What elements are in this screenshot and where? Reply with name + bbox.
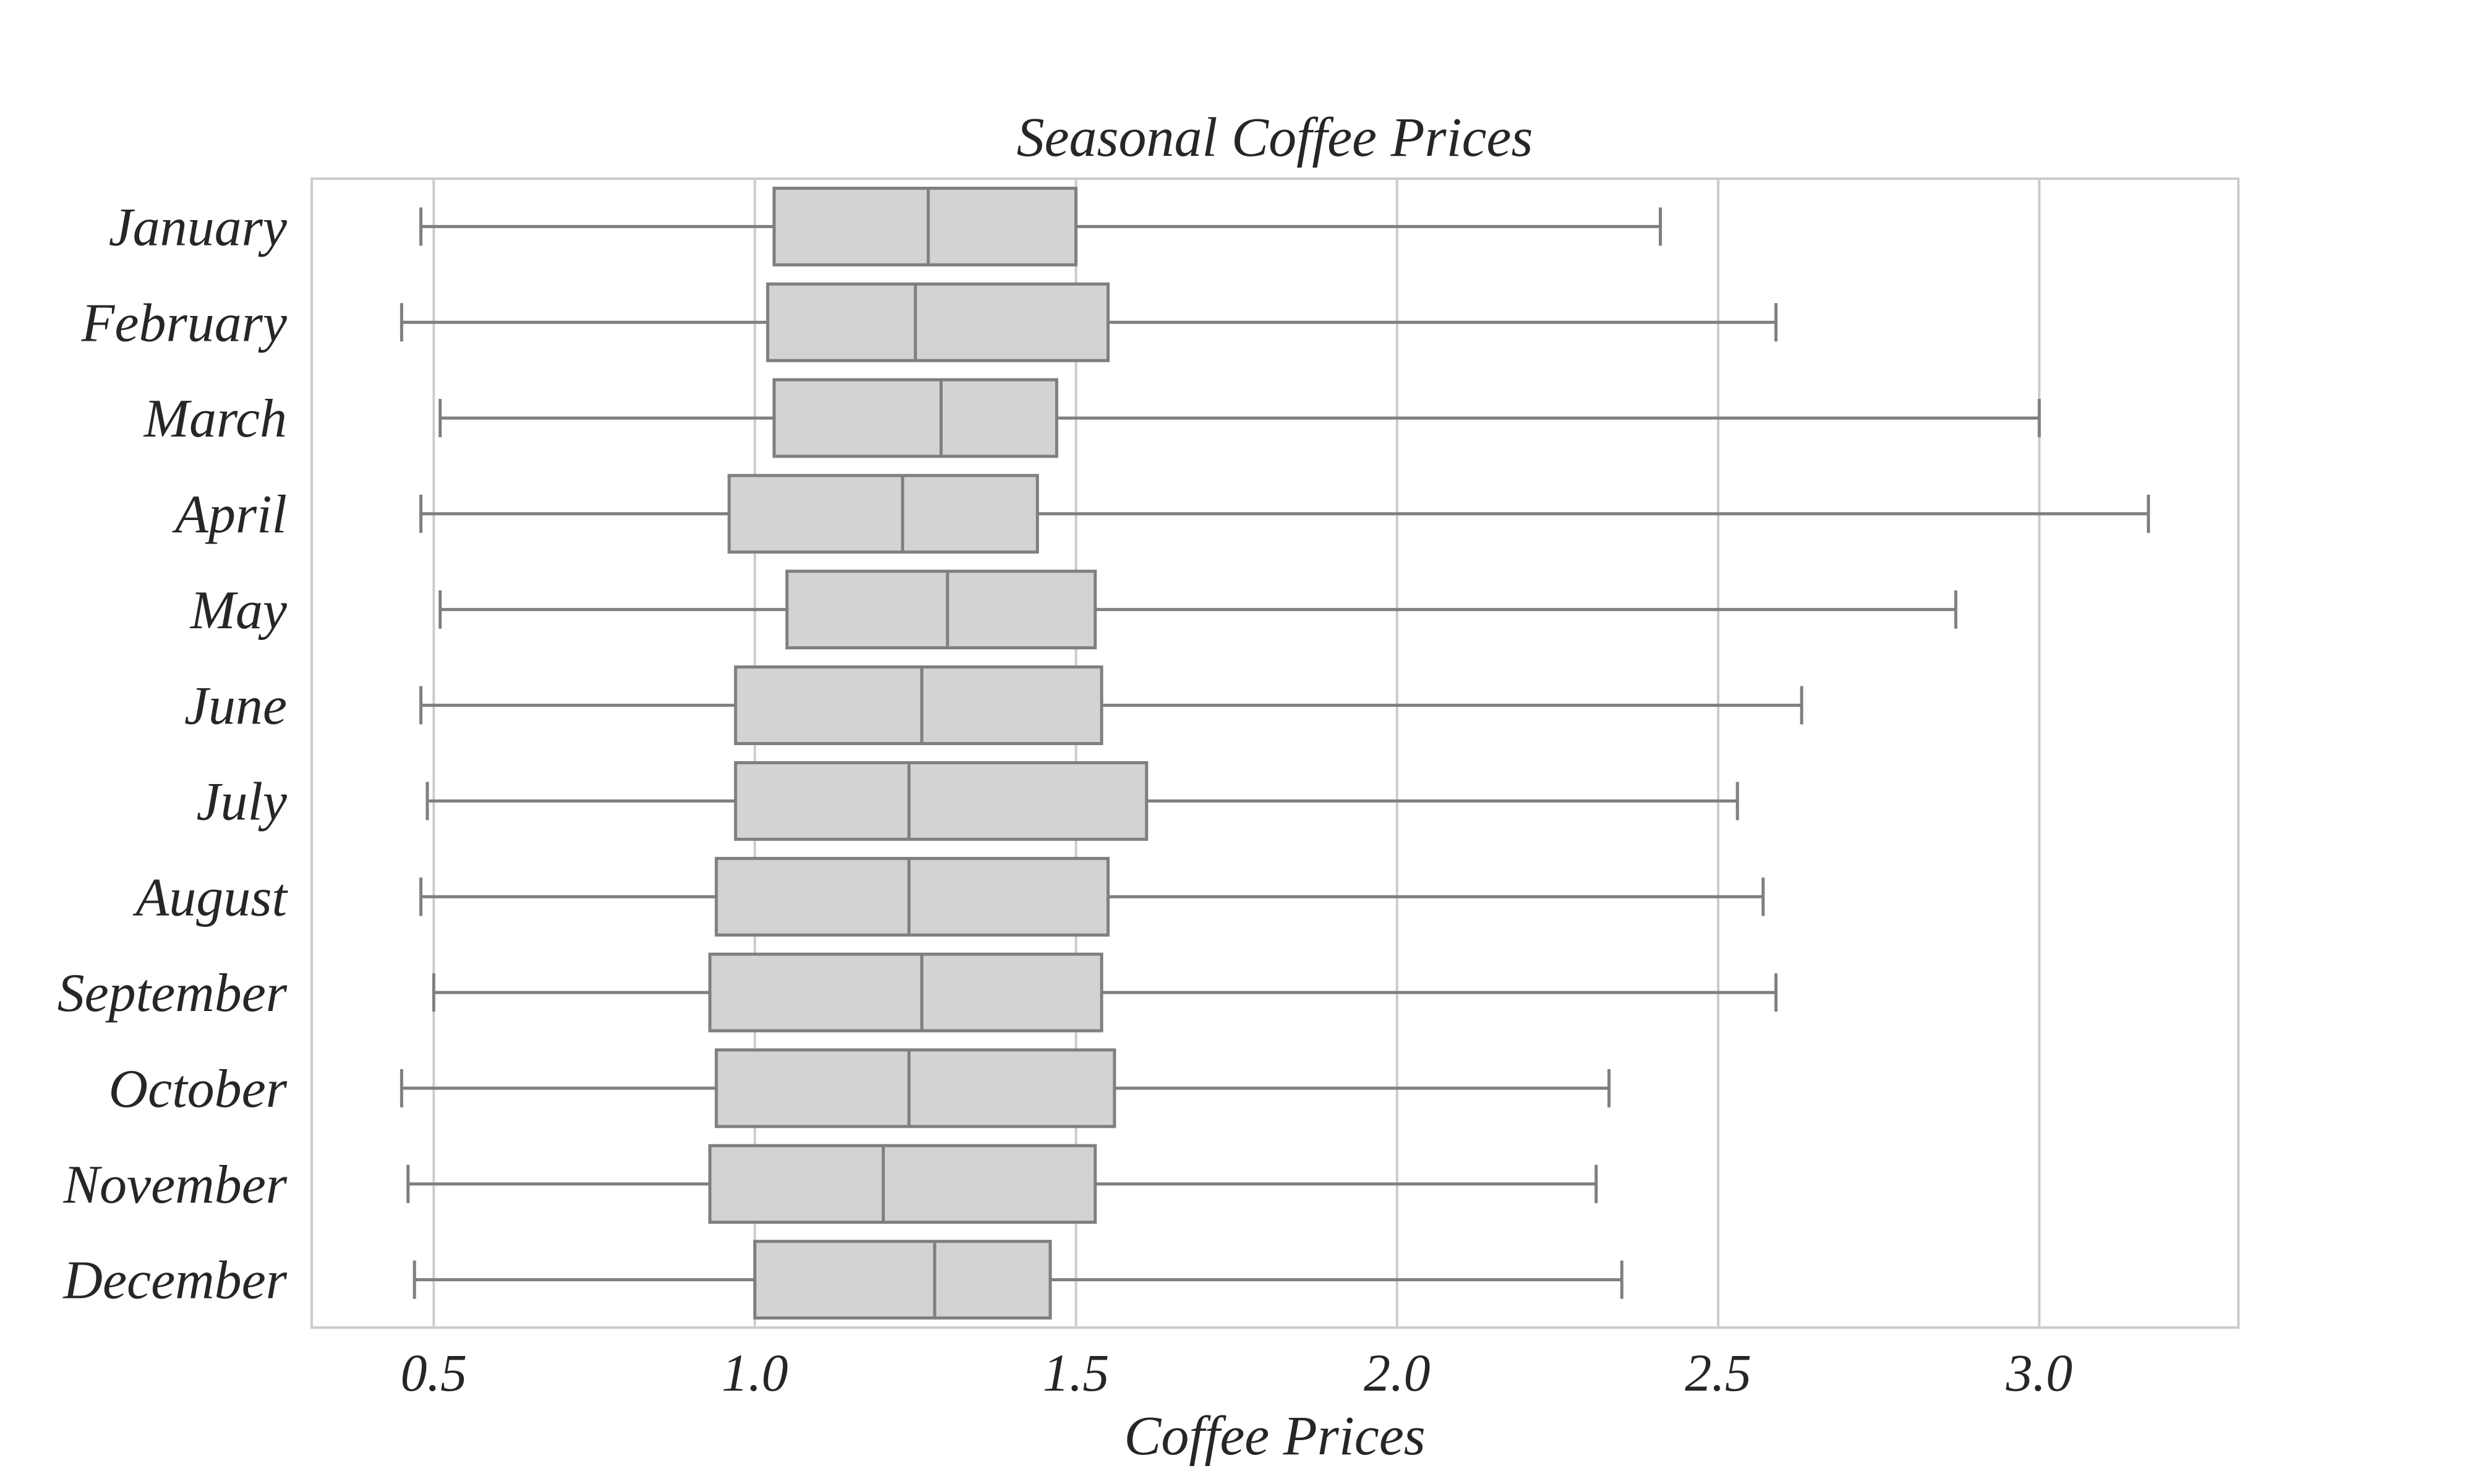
x-tick-label: 2.0 bbox=[1364, 1343, 1431, 1402]
iqr-box bbox=[753, 1240, 1052, 1320]
y-tick-label-april: April bbox=[172, 485, 287, 545]
x-tick-label: 1.5 bbox=[1043, 1343, 1110, 1402]
y-tick-label-november: November bbox=[62, 1155, 287, 1215]
x-tick-label: 2.5 bbox=[1685, 1343, 1752, 1402]
box-december bbox=[413, 1240, 1624, 1320]
box-february bbox=[400, 282, 1778, 362]
iqr-box bbox=[708, 952, 1103, 1033]
grid-layer bbox=[432, 179, 2041, 1328]
iqr-box bbox=[714, 1048, 1116, 1128]
x-tick-label: 1.0 bbox=[722, 1343, 789, 1402]
x-axis-label: Coffee Prices bbox=[1124, 1405, 1425, 1467]
box-august bbox=[419, 856, 1765, 937]
box-july bbox=[426, 761, 1739, 841]
box-november bbox=[406, 1144, 1598, 1224]
x-tick-label: 3.0 bbox=[2005, 1343, 2073, 1402]
iqr-box bbox=[714, 856, 1110, 937]
plot-frame bbox=[310, 177, 2240, 1329]
box-march bbox=[439, 378, 2041, 458]
iqr-box bbox=[734, 665, 1103, 746]
iqr-box bbox=[708, 1144, 1097, 1224]
y-tick-label-may: May bbox=[189, 581, 288, 641]
box-january bbox=[419, 186, 1662, 267]
boxes-layer bbox=[400, 186, 2151, 1320]
y-tick-label-august: August bbox=[133, 868, 289, 927]
y-tick-label-june: June bbox=[184, 676, 287, 736]
box-april bbox=[419, 474, 2151, 554]
y-tick-labels: January February March April May June July Augu… bbox=[58, 197, 289, 1310]
y-tick-label-october: October bbox=[109, 1059, 288, 1119]
y-tick-label-march: March bbox=[143, 389, 287, 449]
x-tick-labels: 0.5 1.0 1.5 2.0 2.5 3.0 bbox=[401, 1343, 2073, 1402]
y-tick-label-september: September bbox=[58, 963, 288, 1023]
box-october bbox=[400, 1048, 1611, 1128]
box-september bbox=[432, 952, 1778, 1033]
y-tick-label-july: July bbox=[196, 772, 288, 832]
iqr-box bbox=[766, 282, 1110, 362]
iqr-box bbox=[727, 474, 1039, 554]
iqr-box bbox=[785, 569, 1097, 650]
iqr-box bbox=[773, 378, 1058, 458]
box-may bbox=[439, 569, 1958, 650]
x-tick-label: 0.5 bbox=[401, 1343, 468, 1402]
y-tick-label-december: December bbox=[62, 1251, 287, 1311]
iqr-box bbox=[734, 761, 1149, 841]
iqr-box bbox=[773, 186, 1078, 267]
chart-title: Seasonal Coffee Prices bbox=[1017, 107, 1533, 168]
y-tick-label-january: January bbox=[109, 197, 288, 257]
box-june bbox=[419, 665, 1804, 746]
y-tick-label-february: February bbox=[81, 293, 288, 353]
